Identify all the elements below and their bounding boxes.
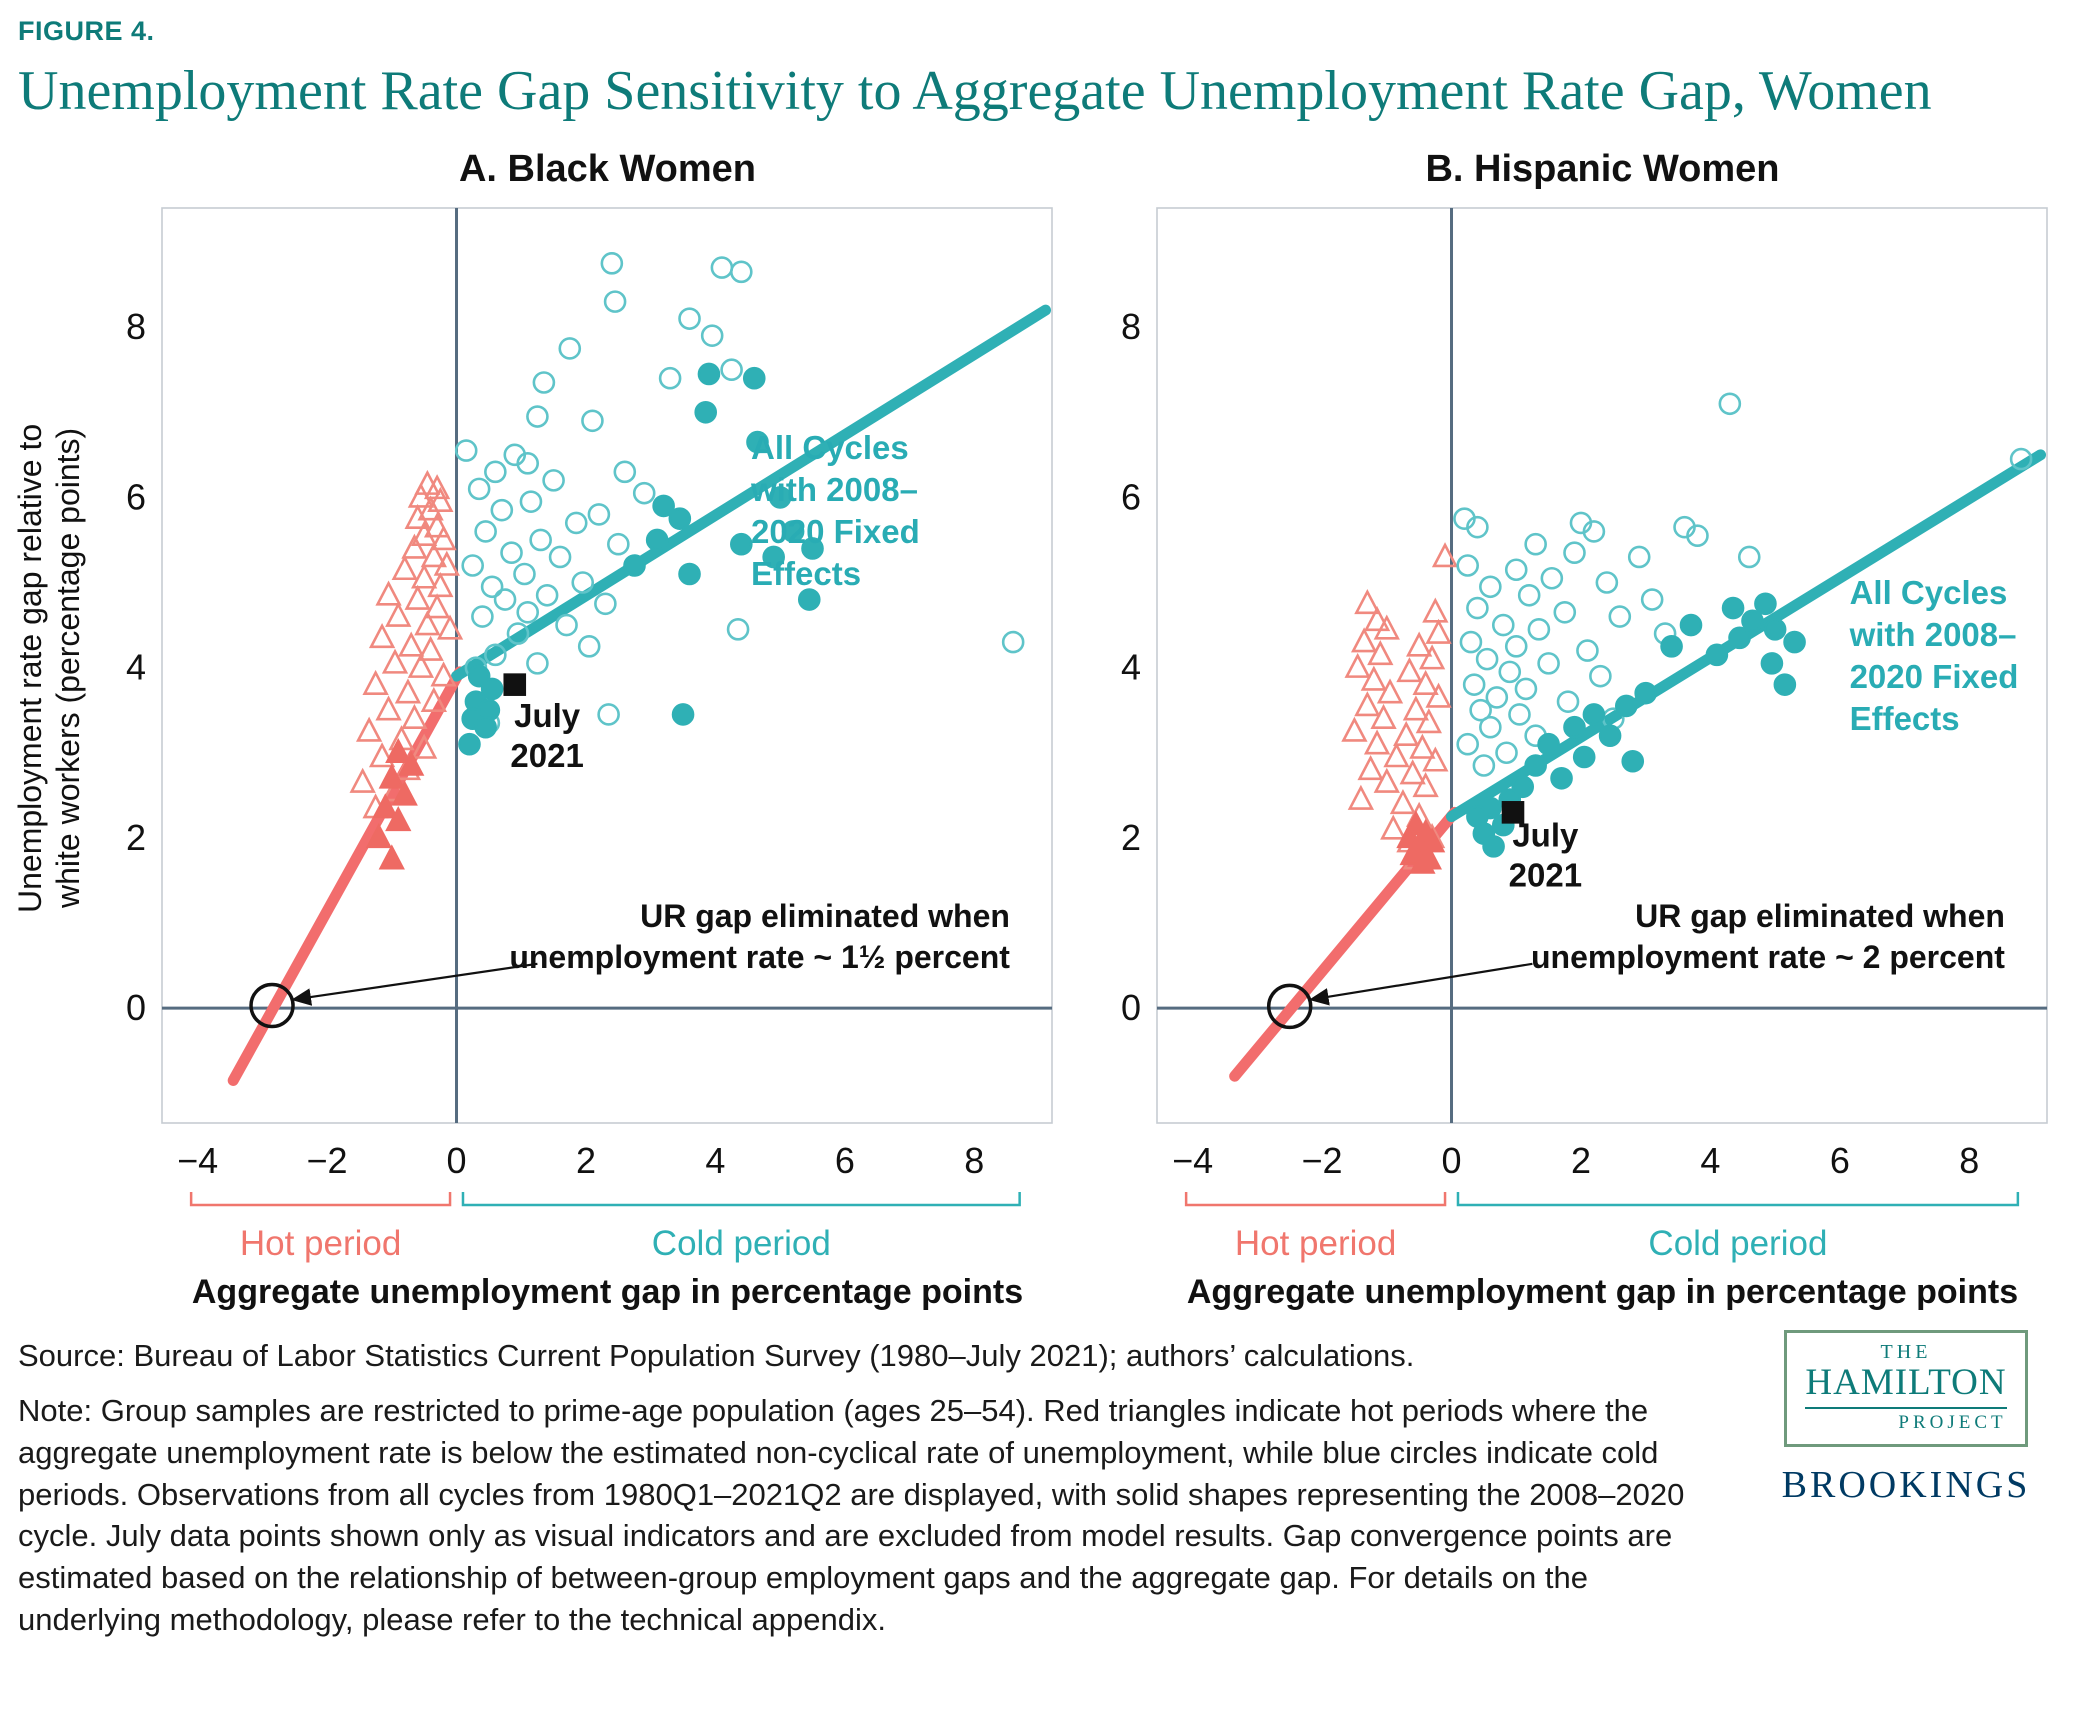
y-tick-label: 8 [126, 306, 146, 347]
panel-hispanic-women: B. Hispanic Women UR gap eliminated when… [1085, 148, 2080, 1312]
hot-trend-line [227, 666, 466, 1086]
x-tick-label: 4 [705, 1140, 725, 1181]
x-tick-label: 2 [576, 1140, 596, 1181]
cold-period-label: Cold period [1648, 1224, 1827, 1263]
plot-frame [1156, 207, 2048, 1124]
y-tick-label: 6 [1121, 476, 1141, 517]
plot-frame [161, 207, 1053, 1124]
cold-filled-circles-2008-2020 [458, 362, 824, 756]
brookings-logo: BROOKINGS [1781, 1463, 2031, 1506]
panel-a-x-axis-caption: Aggregate unemployment gap in percentage… [191, 1272, 1024, 1311]
figure-number: FIGURE 4. [18, 16, 155, 46]
hot-period-label: Hot period [1235, 1224, 1396, 1263]
y-tick-label: 0 [1121, 987, 1141, 1028]
july-2021-label: July 2021 [1509, 816, 1582, 893]
panel-b-x-axis-caption: Aggregate unemployment gap in percentage… [1186, 1272, 2019, 1311]
panel-b-scatter-chart: UR gap eliminated when unemployment rate … [1121, 207, 2048, 1263]
hot-open-triangles [349, 469, 464, 819]
x-tick-label: −4 [177, 1140, 218, 1181]
cold-period-bracket [1456, 1191, 2020, 1207]
hot-period-label: Hot period [240, 1224, 401, 1263]
hot-open-triangles [1341, 542, 1459, 870]
y-tick-label: 4 [1121, 647, 1141, 688]
note-text: Note: Group samples are restricted to pr… [18, 1392, 1685, 1638]
trend-line-label: All Cycles with 2008– 2020 Fixed Effects [750, 429, 920, 592]
panel-a-title: A. Black Women [458, 147, 757, 190]
hot-filled-triangles-2008-2020 [1396, 810, 1446, 874]
hot-period-bracket [1184, 1191, 1447, 1207]
hot-filled-triangles-2008-2020 [365, 737, 425, 870]
x-tick-label: 8 [1959, 1140, 1979, 1181]
gap-convergence-circle [1266, 983, 1313, 1030]
y-axis-label-strip: Unemployment rate gap relative to white … [12, 148, 90, 1312]
charts-row: Unemployment rate gap relative to white … [12, 148, 2082, 1312]
cold-filled-circles-2008-2020 [1466, 592, 1806, 858]
hamilton-logo-the: THE [1880, 1340, 1932, 1363]
hamilton-logo-name: HAMILTON [1805, 1361, 2007, 1403]
elimination-annotation: UR gap eliminated when unemployment rate … [1531, 898, 2005, 975]
cold-trend-line [451, 304, 1052, 682]
y-tick-label: 2 [1121, 817, 1141, 858]
x-tick-label: 4 [1700, 1140, 1720, 1181]
july-2021-marker [503, 673, 527, 696]
x-tick-label: 0 [446, 1140, 466, 1181]
y-tick-label: 0 [126, 987, 146, 1028]
panel-b-title: B. Hispanic Women [1425, 147, 1780, 190]
cold-period-label: Cold period [652, 1224, 831, 1263]
x-tick-label: −2 [1302, 1140, 1343, 1181]
x-tick-label: 6 [1830, 1140, 1850, 1181]
panel-black-women: A. Black Women UR gap eliminated when une… [90, 148, 1085, 1312]
trend-line-label: All Cycles with 2008– 2020 Fixed Effects [1849, 574, 2019, 737]
y-tick-label: 6 [126, 476, 146, 517]
elimination-annotation: UR gap eliminated when unemployment rate … [509, 898, 1010, 975]
x-tick-label: −2 [307, 1140, 348, 1181]
x-tick-label: 0 [1441, 1140, 1461, 1181]
x-tick-label: 6 [835, 1140, 855, 1181]
cold-period-bracket [461, 1191, 1021, 1207]
cold-open-circles [454, 251, 1025, 735]
july-2021-marker [1501, 800, 1525, 824]
x-tick-label: −4 [1172, 1140, 1213, 1181]
source-text: Source: Bureau of Labor Statistics Curre… [18, 1337, 1415, 1373]
y-tick-label: 4 [126, 647, 146, 688]
x-tick-label: 2 [1571, 1140, 1591, 1181]
annotation-arrow [291, 962, 538, 1006]
y-tick-label: 2 [126, 817, 146, 858]
y-axis-label: Unemployment rate gap relative to white … [12, 423, 86, 913]
hamilton-logo-rule [1805, 1406, 2007, 1409]
hot-period-bracket [189, 1191, 452, 1207]
y-tick-label: 8 [1121, 306, 1141, 347]
x-tick-label: 8 [964, 1140, 984, 1181]
hamilton-project-logo: THE HAMILTON PROJECT [1784, 1329, 2028, 1447]
annotation-arrow [1308, 962, 1533, 1006]
figure-footer: Source: Bureau of Labor Statistics Curre… [18, 1329, 2082, 1641]
hamilton-logo-project: PROJECT [1898, 1411, 2007, 1433]
panel-a-scatter-chart: UR gap eliminated when unemployment rate … [126, 207, 1053, 1263]
figure-title: Unemployment Rate Gap Sensitivity to Agg… [18, 60, 1932, 122]
july-2021-label: July 2021 [510, 697, 583, 774]
logo-block: THE HAMILTON PROJECT BROOKINGS [1746, 1329, 2066, 1507]
